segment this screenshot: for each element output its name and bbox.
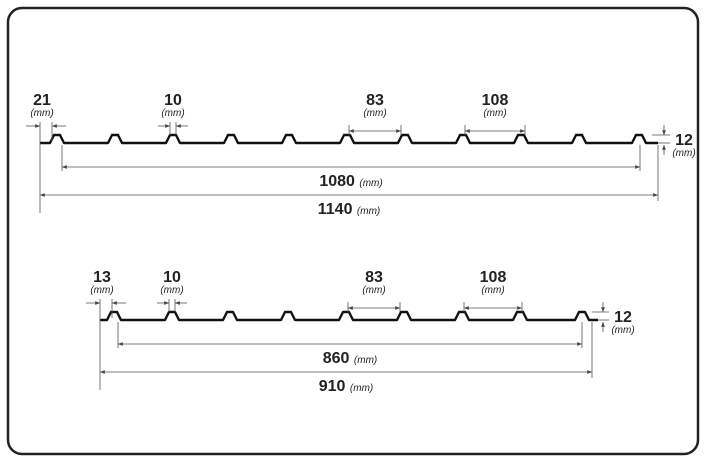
sheet-profile <box>100 310 598 322</box>
dimension-unit: (mm) <box>350 383 373 394</box>
dimension-unit: (mm) <box>357 206 380 217</box>
dimension-unit: (mm) <box>160 285 183 296</box>
dimension-label: 860 (mm) <box>323 350 377 367</box>
dimension-unit: (mm) <box>362 285 385 296</box>
dimension-label: 1140 (mm) <box>318 201 381 218</box>
dimension-value: 83 <box>366 92 384 109</box>
dimension-unit: (mm) <box>611 325 634 336</box>
dimension-value: 12 <box>614 309 632 326</box>
dimension-value: 108 <box>482 92 509 109</box>
dimension-value: 910 <box>319 378 346 395</box>
dimension-label: 1080 (mm) <box>319 173 382 190</box>
dimension-unit: (mm) <box>483 108 506 119</box>
dimension-value: 1140 <box>318 201 353 218</box>
dimension-value: 108 <box>480 269 507 286</box>
dimension-unit: (mm) <box>672 148 695 159</box>
sheet-profile <box>40 133 658 145</box>
dimension-value: 21 <box>33 92 51 109</box>
dimension-unit: (mm) <box>30 108 53 119</box>
dimension-unit: (mm) <box>90 285 113 296</box>
dimension-value: 860 <box>323 350 350 367</box>
dimension-value: 12 <box>675 132 693 149</box>
dimension-value: 1080 <box>319 173 355 190</box>
frame <box>6 6 700 456</box>
dimension-unit: (mm) <box>359 178 382 189</box>
dimension-unit: (mm) <box>161 108 184 119</box>
dimension-value: 10 <box>164 92 182 109</box>
dimension-unit: (mm) <box>354 355 377 366</box>
dimension-value: 13 <box>93 269 111 286</box>
dimension-value: 83 <box>365 269 383 286</box>
dimension-unit: (mm) <box>363 108 386 119</box>
dimension-value: 10 <box>163 269 181 286</box>
dimension-label: 910 (mm) <box>319 378 373 395</box>
dimension-unit: (mm) <box>481 285 504 296</box>
